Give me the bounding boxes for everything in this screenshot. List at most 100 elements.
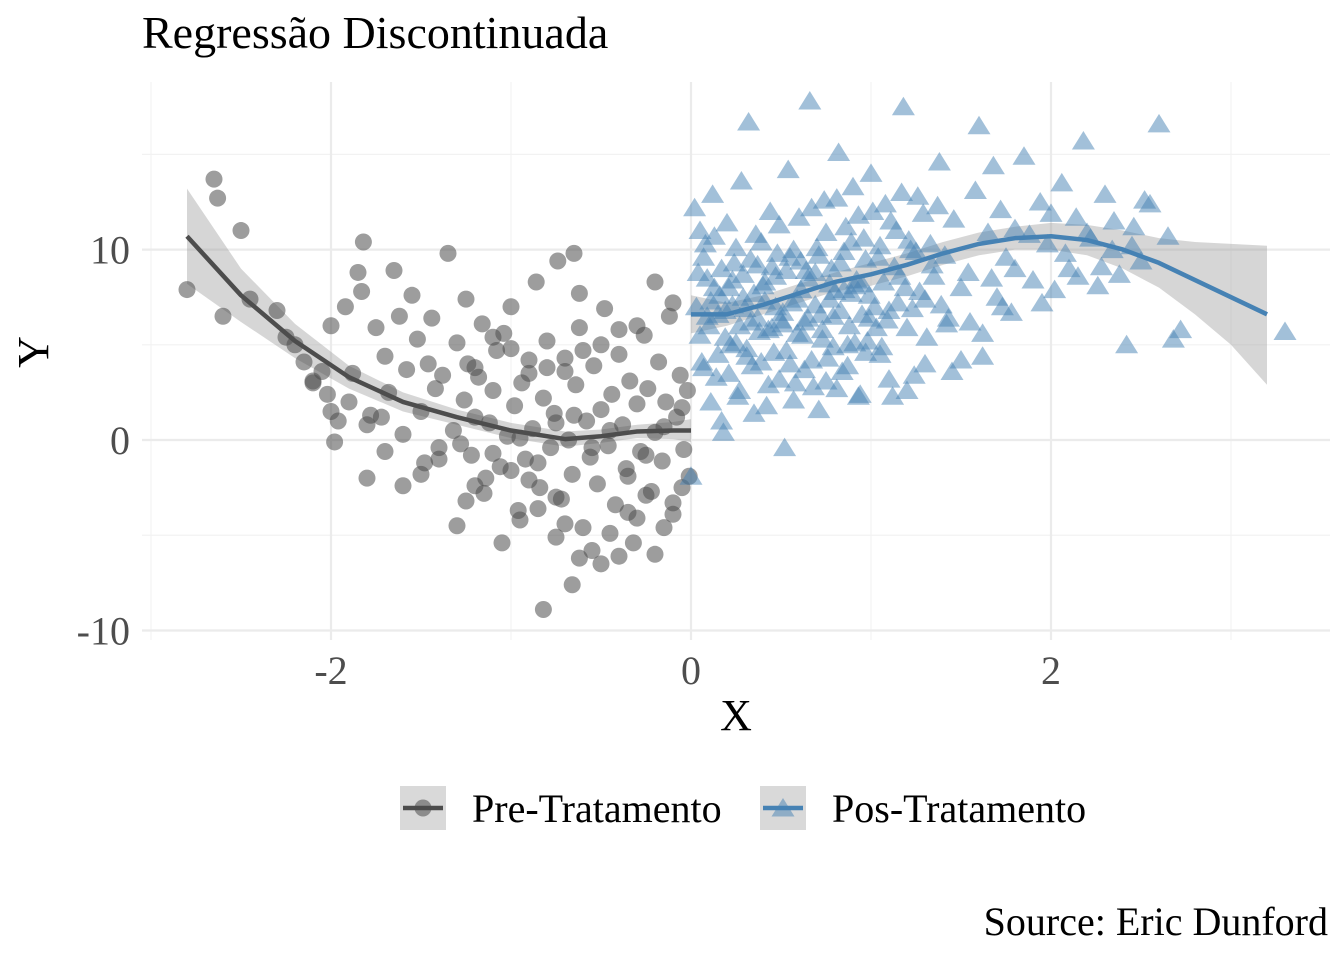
data-point [879, 211, 903, 230]
data-point [1102, 211, 1126, 230]
data-point [773, 437, 797, 457]
data-point [599, 437, 617, 455]
data-point [857, 285, 881, 304]
data-point [728, 380, 752, 400]
data-point [679, 466, 703, 485]
data-point [601, 524, 619, 542]
data-point [936, 308, 960, 327]
data-point [873, 193, 897, 213]
data-point [358, 416, 376, 434]
data-point [729, 171, 753, 190]
data-point [570, 284, 588, 302]
data-point [967, 115, 991, 135]
data-point [394, 477, 412, 495]
data-point [563, 576, 581, 594]
data-point [735, 346, 759, 365]
data-point [1028, 191, 1052, 211]
data-point [538, 359, 556, 377]
data-point [563, 465, 581, 483]
data-point [697, 315, 721, 335]
data-point [911, 203, 935, 222]
smooth-line [691, 234, 1268, 317]
data-point [574, 519, 592, 537]
data-point [864, 317, 888, 337]
data-point [570, 319, 588, 337]
smooth-lines [185, 234, 1268, 442]
data-point [592, 555, 610, 573]
data-point [1161, 329, 1185, 348]
y-tick-label: 0 [110, 418, 130, 463]
data-point [448, 517, 466, 535]
data-point [963, 180, 987, 200]
data-point [583, 541, 601, 559]
data-point [336, 298, 354, 316]
data-point [949, 350, 973, 369]
data-point [671, 366, 689, 384]
data-point [711, 422, 735, 441]
data-point [782, 390, 806, 409]
y-tick-labels: -10 0 10 [77, 228, 130, 654]
smooth-line [185, 234, 691, 442]
data-point [827, 142, 851, 161]
data-point [646, 273, 664, 291]
data-point [462, 446, 480, 464]
data-point [792, 359, 816, 379]
data-point [466, 477, 484, 495]
data-point [452, 435, 470, 453]
data-point [758, 201, 782, 221]
data-point [908, 281, 932, 300]
data-point [1021, 270, 1045, 289]
data-point [688, 325, 712, 344]
data-point [556, 515, 574, 533]
data-point [209, 189, 227, 207]
data-point [349, 263, 367, 281]
data-point [915, 327, 939, 346]
data-point [606, 496, 624, 514]
data-point [1064, 207, 1088, 226]
data-point [798, 91, 822, 110]
data-point [702, 277, 726, 297]
data-point [989, 199, 1013, 219]
data-point [542, 439, 560, 457]
data-point [857, 308, 881, 327]
data-point [803, 294, 827, 314]
legend-label: Pos-Tratamento [832, 786, 1086, 831]
y-tick-label: 10 [90, 228, 130, 273]
data-point [1129, 251, 1153, 270]
data-point [841, 176, 865, 196]
data-point [660, 307, 678, 325]
data-point [971, 323, 995, 342]
y-axis-label: Y [9, 336, 58, 368]
data-point [1039, 203, 1063, 222]
data-point [818, 289, 842, 308]
data-point [637, 446, 655, 464]
data-point [585, 357, 603, 375]
data-point [639, 380, 657, 398]
data-point [920, 254, 944, 274]
data-point [710, 258, 734, 278]
data-point [570, 549, 588, 567]
data-point [1115, 334, 1139, 354]
data-point [1133, 190, 1157, 209]
data-point [567, 376, 585, 394]
data-point [653, 452, 671, 470]
data-point [814, 370, 838, 390]
data-point [803, 262, 827, 281]
data-point [699, 291, 723, 310]
data-point [994, 247, 1018, 266]
data-point [850, 273, 874, 293]
data-point [886, 292, 910, 312]
data-point [1086, 275, 1110, 295]
data-point [990, 296, 1014, 316]
data-point [900, 298, 924, 318]
data-point [502, 298, 520, 316]
data-point [232, 222, 250, 240]
data-point [870, 336, 894, 356]
data-point [565, 244, 583, 262]
data-point [318, 385, 336, 403]
data-point [760, 317, 784, 337]
data-point [547, 488, 565, 506]
data-point [434, 366, 452, 384]
data-point [403, 286, 421, 304]
